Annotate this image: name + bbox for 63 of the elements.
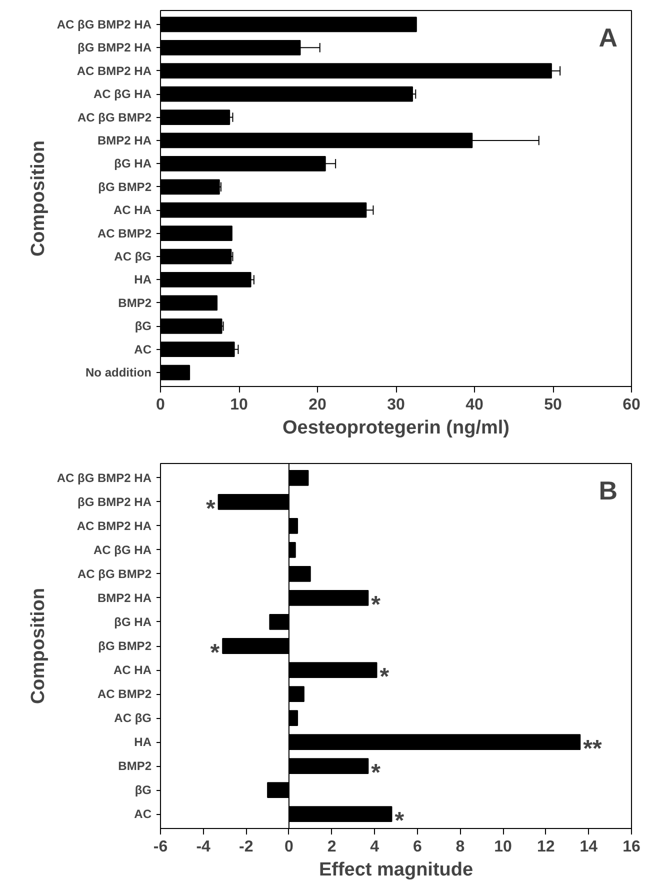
annotation: * [394,808,405,835]
x-tick-label: 30 [387,396,405,414]
x-tick-label: 10 [494,838,512,856]
x-tick-label: 12 [536,838,555,856]
x-tick-label: 0 [284,838,294,856]
y-tick-label: AC βG HA [94,542,152,557]
x-tick-label: 8 [456,838,465,856]
y-tick-label: βG BMP2 HA [78,40,152,55]
y-tick-label: βG HA [114,156,152,171]
x-tick-label: 20 [308,396,326,414]
y-tick-label: βG BMP2 [98,180,152,194]
x-tick-label: 0 [156,396,166,414]
y-tick-label: BMP2 [118,296,152,310]
y-tick-label: AC [134,342,152,356]
annotation: * [210,640,220,666]
y-tick-label: AC βG BMP2 HA [56,470,152,485]
y-tick-label: AC [134,807,152,822]
x-tick-label: 4 [370,838,380,856]
y-tick-label: βG [134,319,152,334]
y-tick-label: AC βG BMP2 HA [56,17,152,32]
y-tick-label: AC HA [114,203,152,218]
x-tick-label: -4 [196,838,211,856]
x-tick-label: 50 [544,396,562,414]
annotation: * [371,760,382,787]
y-tick-label: βG BMP2 HA [78,494,152,509]
x-tick-label: -6 [153,838,168,856]
x-axis-title: Oesteoprotegerin (ng/ml) [282,418,510,438]
y-tick-label: BMP2 HA [97,590,152,605]
y-tick-label: HA [134,272,152,287]
y-tick-label: AC βG [114,250,152,264]
x-tick-label: 2 [327,838,336,856]
y-tick-label: No addition [86,366,152,380]
y-tick-label: AC BMP2 [97,226,152,240]
y-tick-label: AC BMP2 [97,687,152,702]
y-tick-label: AC HA [114,663,152,678]
y-tick-label: AC BMP2 HA [76,64,152,78]
x-tick-label: 60 [622,396,640,414]
annotation: * [380,664,390,691]
y-tick-label: βG BMP2 [98,639,152,653]
y-axis-title: Composition [28,140,49,257]
x-tick-label: -2 [239,838,254,856]
x-tick-label: 10 [230,396,248,414]
x-axis-title: Effect magnitude [318,860,474,880]
y-tick-label: βG HA [114,614,152,629]
y-tick-label: AC βG BMP2 [78,110,152,124]
annotation: * [371,591,382,618]
x-tick-label: 14 [580,838,598,856]
y-tick-label: AC BMP2 HA [76,518,152,533]
y-axis-title: Composition [28,588,49,704]
x-tick-label: 40 [466,396,484,414]
annotation: ** [583,736,602,763]
y-tick-label: BMP2 HA [97,133,152,148]
annotation: B [598,476,618,506]
y-tick-label: AC βG HA [94,87,152,102]
annotation: * [206,495,216,522]
y-tick-label: βG [134,783,152,798]
x-tick-label: 16 [622,838,640,856]
y-tick-label: HA [134,735,152,750]
y-tick-label: BMP2 [118,759,152,774]
x-tick-label: 6 [412,838,422,856]
y-tick-label: AC βG BMP2 [78,566,152,581]
annotation: A [598,22,618,52]
y-tick-label: AC βG [114,711,152,726]
